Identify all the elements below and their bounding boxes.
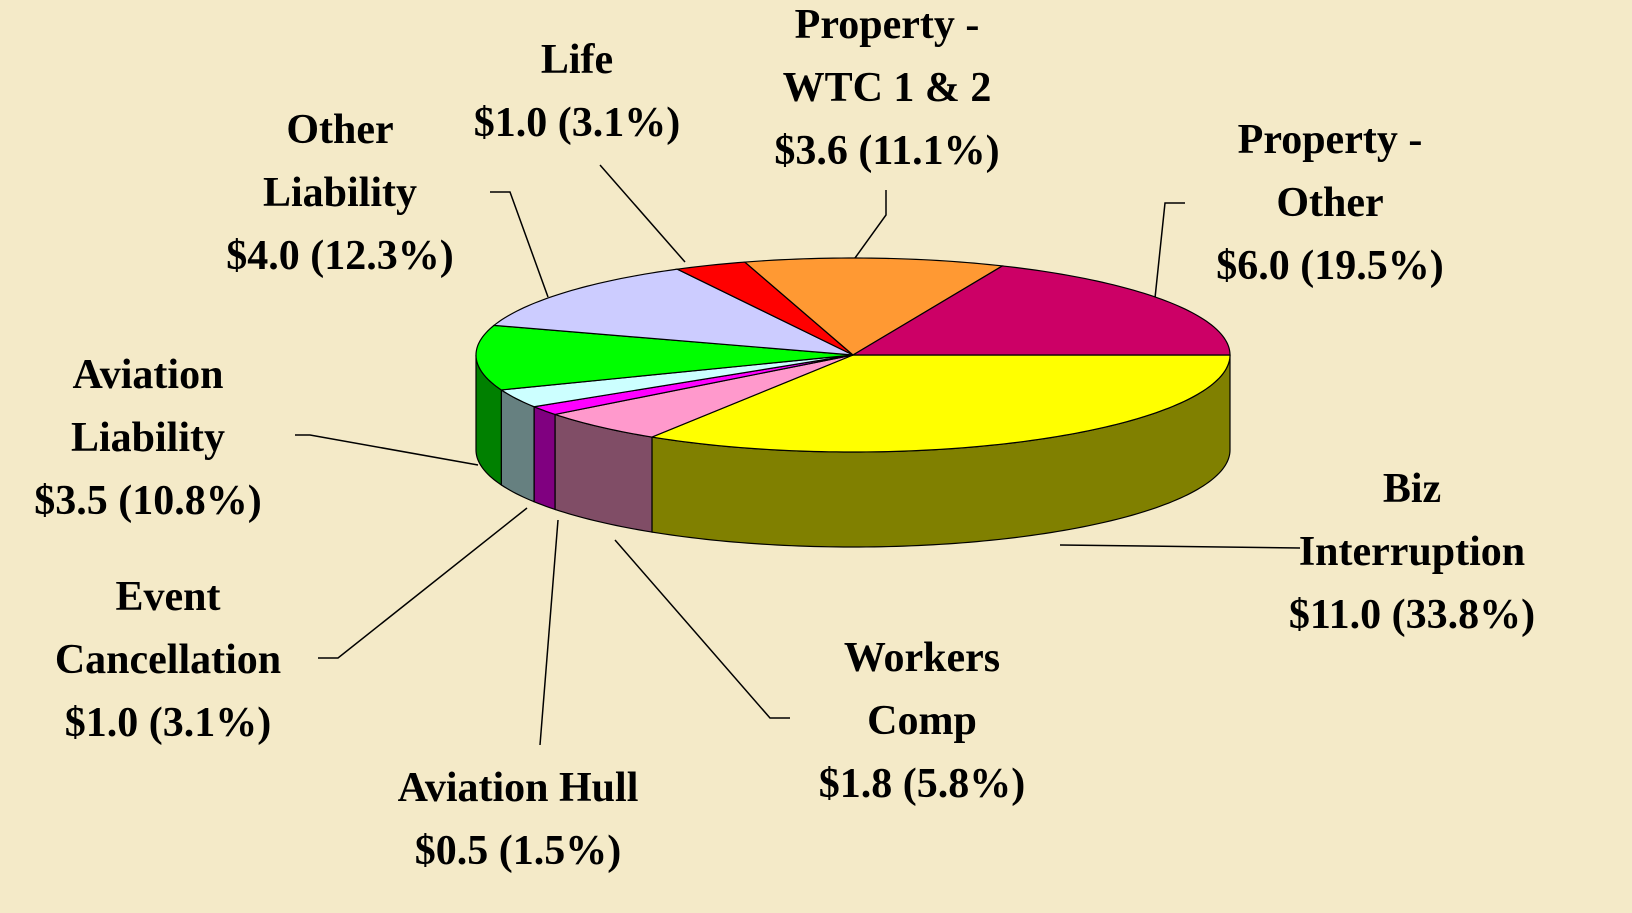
value-label: $3.6 (11.1%) xyxy=(774,128,1000,174)
slice-side xyxy=(500,388,535,503)
value-label: $1.0 (3.1%) xyxy=(64,700,272,746)
slice-top xyxy=(499,354,854,408)
slice-top xyxy=(475,324,854,391)
pie-tops xyxy=(475,257,1231,453)
slice-label: Other Liability $4.0 (12.3%) xyxy=(226,99,453,288)
leader-lines xyxy=(295,164,1301,746)
slice-label: Event Cancellation $1.0 (3.1%) xyxy=(55,566,281,755)
slice-label: Aviation Hull $0.5 (1.5%) xyxy=(398,757,639,883)
category-label: Property - WTC 1 & 2 xyxy=(782,2,992,111)
slice-top xyxy=(492,268,854,356)
slice-top xyxy=(850,265,1231,356)
category-label: Aviation Hull xyxy=(397,765,639,811)
slice-top xyxy=(649,354,1231,453)
leader-line xyxy=(1154,202,1185,299)
slice-label: Biz Interruption $11.0 (33.8%) xyxy=(1289,458,1535,647)
value-label: $6.0 (19.5%) xyxy=(1216,243,1444,289)
value-label: $11.0 (33.8%) xyxy=(1288,592,1536,638)
slice-label: Life $1.0 (3.1%) xyxy=(474,29,680,155)
category-label: Aviation Liability xyxy=(70,352,226,461)
slice-label: Aviation Liability $3.5 (10.8%) xyxy=(34,344,261,533)
leader-line xyxy=(854,190,887,259)
slice-top xyxy=(552,354,854,438)
leader-line xyxy=(318,507,528,659)
slice-label: Property - WTC 1 & 2 $3.6 (11.1%) xyxy=(774,0,999,183)
category-label: Life xyxy=(540,37,614,83)
category-label: Biz Interruption xyxy=(1298,466,1526,575)
category-label: Event Cancellation xyxy=(54,574,282,683)
slice-label: Property - Other $6.0 (19.5%) xyxy=(1216,109,1443,298)
leader-line xyxy=(1059,544,1301,549)
leader-line xyxy=(295,434,479,466)
value-label: $3.5 (10.8%) xyxy=(34,478,262,524)
leader-line xyxy=(599,164,686,263)
category-label: Workers Comp xyxy=(843,635,1001,744)
leader-line xyxy=(539,519,559,746)
slice-top xyxy=(675,261,854,356)
value-label: $4.0 (12.3%) xyxy=(226,233,454,279)
slice-top xyxy=(743,257,1005,356)
leader-line xyxy=(614,539,790,719)
category-label: Property - Other xyxy=(1237,117,1423,226)
slice-label: Workers Comp $1.8 (5.8%) xyxy=(819,627,1025,816)
value-label: $1.8 (5.8%) xyxy=(818,761,1026,807)
category-label: Other Liability xyxy=(262,107,418,216)
value-label: $0.5 (1.5%) xyxy=(414,828,622,874)
slice-side xyxy=(533,405,556,511)
value-label: $1.0 (3.1%) xyxy=(473,100,681,146)
leader-line xyxy=(490,191,549,298)
